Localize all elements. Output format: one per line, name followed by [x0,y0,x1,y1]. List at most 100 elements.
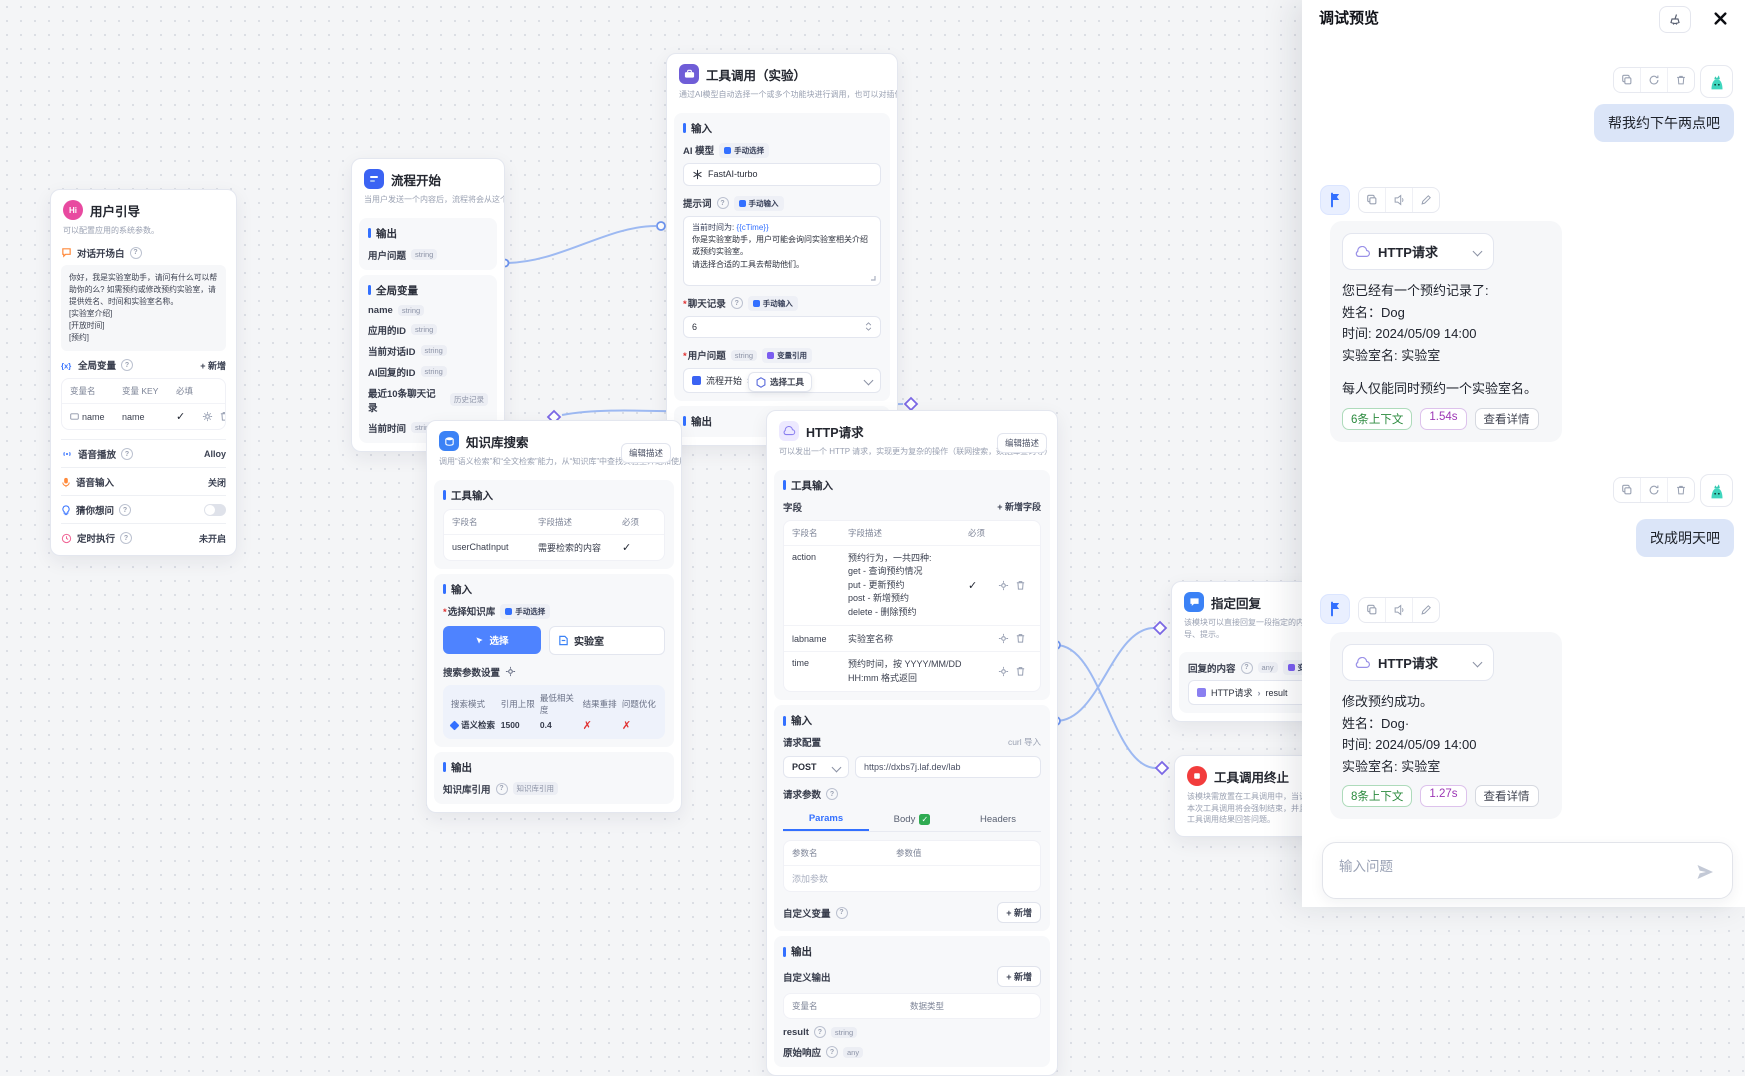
send-icon [1697,865,1713,879]
method-select[interactable]: POST [783,756,849,779]
copy-button[interactable] [1614,68,1640,92]
delete-button[interactable] [1667,478,1694,502]
tab-body[interactable]: Body ✓ [869,808,955,831]
ai-text-line: 时间: 2024/05/09 14:00 [1342,326,1477,341]
ai-text-line: 姓名：Dog [1342,304,1405,320]
node-kb-search[interactable]: 知识库搜索 调用“语义检索”和“全文检索”能力，从“知识库”中查找实验室介绍和使… [426,420,682,813]
tab-params[interactable]: Params [783,808,869,832]
node-flow-start[interactable]: 流程开始 当用户发送一个内容后，流程将会从这个模块开始执行。 输出 用户问题 s… [351,158,505,452]
send-button[interactable] [1692,859,1718,885]
stepper-down-icon[interactable] [865,327,872,331]
info-icon[interactable]: ? [730,297,743,310]
gear-icon[interactable] [998,666,1009,677]
tts-button[interactable] [1385,598,1412,622]
kb-dataset-card[interactable]: 实验室 [549,625,665,655]
voice-play-row[interactable]: 语音播放 ? Alloy [61,447,226,461]
edge-http-to-toolstop [1055,644,1157,769]
view-detail-button[interactable]: 查看详情 [1474,785,1539,807]
copy-button[interactable] [1359,598,1385,622]
delete-button[interactable] [1667,68,1694,92]
view-detail-button[interactable]: 查看详情 [1474,407,1539,430]
info-icon[interactable]: ? [121,448,134,461]
timer-label: 定时执行 [77,534,116,546]
gear-icon[interactable] [505,666,516,677]
retry-button[interactable] [1640,478,1667,502]
node-user-guide[interactable]: Hi 用户引导 可以配置应用的系统参数。 对话开场白 ? 你好，我是实验室助手，… [50,189,237,557]
edit-button[interactable] [1412,598,1439,622]
body-check-icon: ✓ [919,814,931,826]
guess-question-toggle[interactable] [204,504,226,517]
add-field-button[interactable]: + 新增字段 [997,502,1041,513]
tool-run-dropdown[interactable]: HTTP请求 [1342,644,1494,681]
copy-button[interactable] [1359,188,1385,212]
ref-field: result [1265,687,1288,698]
type-badge: any [1257,662,1278,674]
info-icon[interactable]: ? [826,1046,839,1059]
type-badge: string [830,1026,858,1038]
add-variable-button[interactable]: + 新增 [200,360,226,371]
info-icon[interactable]: ? [129,246,142,259]
node-http-request[interactable]: HTTP请求 可以发出一个 HTTP 请求，实现更为复杂的操作（联网搜索，数据库… [766,410,1058,1076]
url-input[interactable]: https://dxbs7j.laf.dev/lab [855,756,1041,779]
stepper-up-icon[interactable] [865,322,872,326]
expand-icon[interactable] [868,273,876,281]
tts-button[interactable] [1385,188,1412,212]
ai-model-select[interactable]: FastAI-turbo [683,162,881,186]
info-icon[interactable]: ? [119,504,132,517]
curl-import-button[interactable]: curl 导入 [1007,737,1041,748]
retry-button[interactable] [1640,68,1667,92]
svg-text:{x}: {x} [61,361,71,370]
ai-text-line: 姓名：Dog· [1342,715,1410,731]
context-count-badge[interactable]: 6条上下文 [1342,407,1413,430]
prompt-textarea[interactable]: 当前时间为: {{cTime}} 你是实验室助手，用户可能会询问实验室相关介绍或… [683,215,881,286]
response-time-badge[interactable]: 1.27s [1420,785,1467,807]
add-param-placeholder[interactable]: 添加参数 [792,874,829,885]
timer-row[interactable]: 定时执行 ? 未开启 [61,531,226,545]
type-badge: string [411,324,438,336]
trash-icon[interactable] [1015,666,1026,677]
info-icon[interactable]: ? [813,1026,826,1039]
select-tool-pill[interactable]: 选择工具 [748,372,813,392]
response-time-badge[interactable]: 1.54s [1420,407,1467,430]
add-custom-output-button[interactable]: + 新增 [997,966,1041,988]
prompt-line: 请选择合适的工具去帮助他们。 [692,259,804,269]
context-count-badge[interactable]: 8条上下文 [1342,785,1413,807]
node-tool-call[interactable]: 工具调用（实验） 通过AI模型自动选择一个或多个功能块进行调用，也可以对插件进行… [666,53,898,446]
trash-icon[interactable] [219,411,226,422]
edit-desc-button[interactable]: 编辑描述 [996,433,1047,453]
close-panel-button[interactable] [1705,6,1735,31]
chat-input[interactable] [1337,853,1684,890]
add-custom-variable-button[interactable]: + 新增 [997,902,1041,924]
gear-icon[interactable] [202,411,213,422]
opening-label: 对话开场白 [77,248,125,260]
info-icon[interactable]: ? [120,532,133,545]
variable-row: name name ✓ [62,403,225,429]
gear-icon[interactable] [998,580,1009,591]
edit-desc-button[interactable]: 编辑描述 [620,443,671,463]
info-icon[interactable]: ? [826,788,839,801]
output-section-label: 输出 [443,760,665,775]
edit-icon [1421,195,1431,205]
gear-icon[interactable] [998,633,1009,644]
opening-textarea[interactable]: 你好，我是实验室助手，请问有什么可以帮助你的么? 如需预约或修改预约实验室，请提… [61,264,226,352]
edit-button[interactable] [1412,188,1439,212]
trash-icon[interactable] [1015,633,1026,644]
tab-headers[interactable]: Headers [980,814,1016,826]
clear-history-button[interactable] [1659,6,1691,33]
trash-icon[interactable] [1015,580,1026,591]
guess-question-row[interactable]: 猜你想问 ? [61,503,226,517]
info-icon[interactable]: ? [716,197,729,210]
info-icon[interactable]: ? [495,782,508,795]
info-icon[interactable]: ? [835,906,848,919]
chat-history-input[interactable]: 6 [683,315,881,338]
tool-run-dropdown[interactable]: HTTP请求 [1342,233,1494,270]
chat-input-box[interactable] [1322,842,1733,899]
select-kb-button[interactable]: 选择 [443,626,541,655]
info-icon[interactable]: ? [1240,661,1253,674]
ai-avatar [1320,594,1350,624]
col-field-desc: 字段描述 [848,527,883,538]
info-icon[interactable]: ? [121,359,134,372]
voice-input-row[interactable]: 语音输入 关闭 [61,475,226,489]
copy-button[interactable] [1614,478,1640,502]
ai-text-line: 时间: 2024/05/09 14:00 [1342,737,1477,752]
